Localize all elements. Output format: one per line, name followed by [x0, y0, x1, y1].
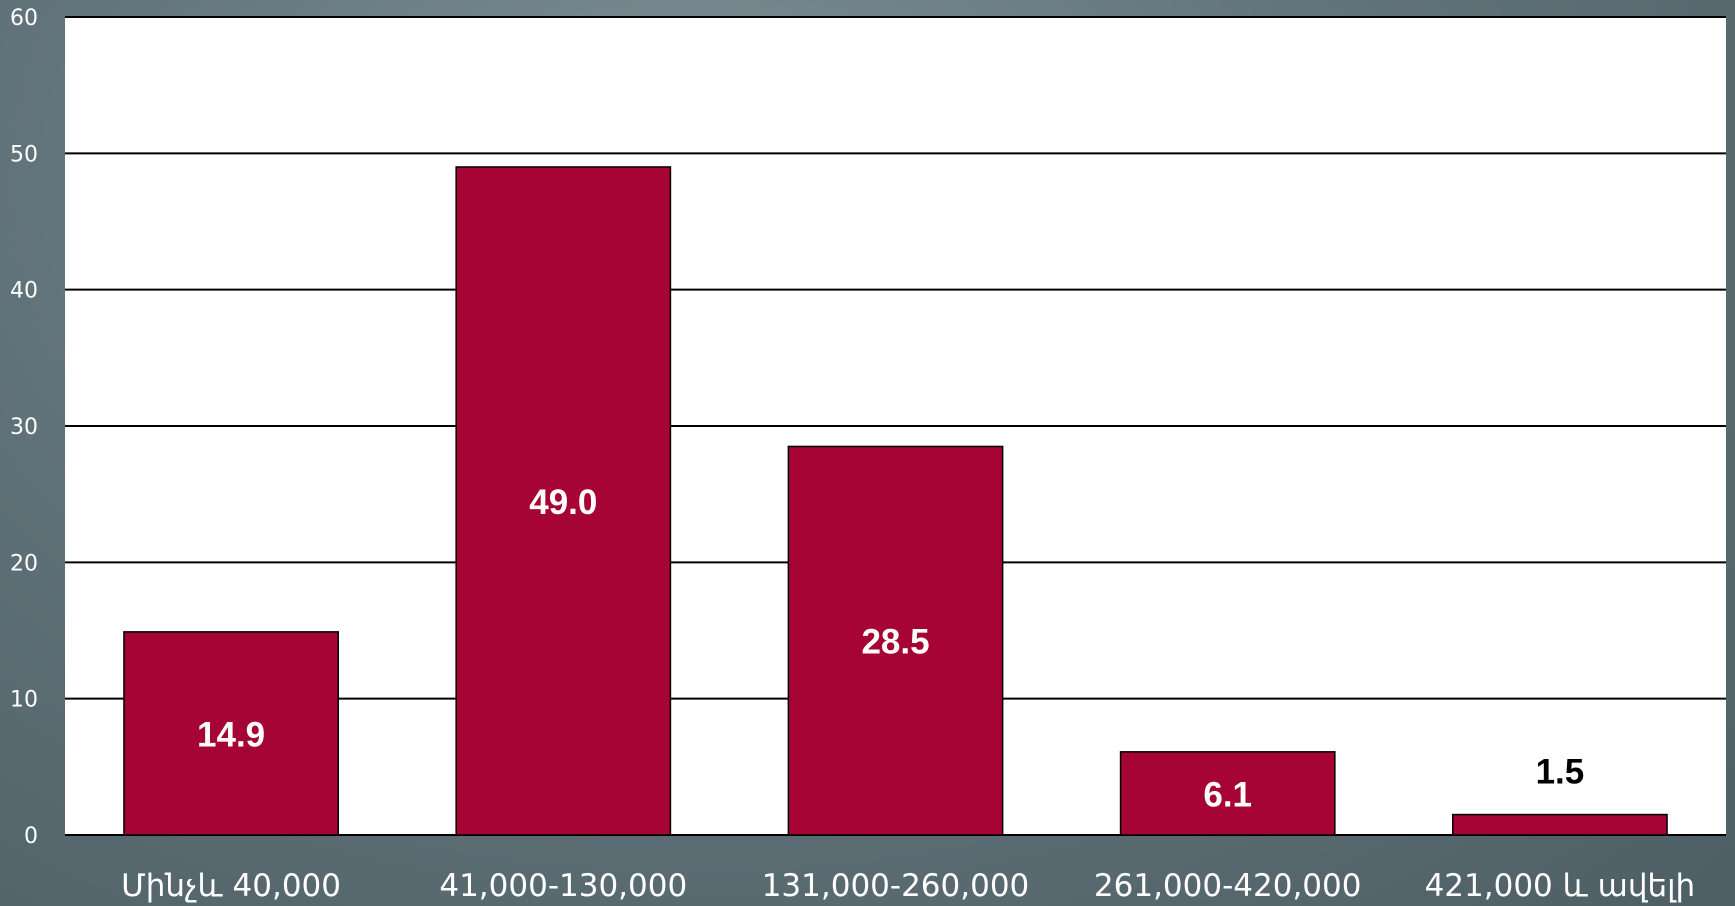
y-tick-label: 30 [10, 415, 38, 440]
y-tick-label: 0 [24, 824, 38, 849]
bar [123, 631, 339, 836]
data-label: 49.0 [529, 483, 597, 522]
bar [1452, 813, 1668, 836]
bar [1119, 751, 1336, 836]
y-tick-label: 10 [10, 688, 38, 713]
y-axis-ticks: 0 10 20 30 40 50 60 [10, 6, 38, 849]
data-label: 6.1 [1203, 775, 1252, 814]
x-tick-label: 131,000-260,000 [762, 868, 1030, 904]
y-tick-label: 50 [10, 142, 38, 167]
bar [455, 166, 672, 836]
x-tick-label: 261,000-420,000 [1094, 868, 1362, 904]
bar [787, 445, 1004, 836]
data-labels: 14.9 49.0 28.5 6.1 1.5 [197, 483, 1584, 814]
y-tick-label: 40 [10, 279, 38, 304]
data-label: 14.9 [197, 715, 265, 754]
data-label: 1.5 [1536, 753, 1585, 792]
x-tick-label: 41,000-130,000 [439, 868, 687, 904]
bar-series [123, 166, 1668, 836]
x-axis-ticks: Մինչև 40,000 41,000-130,000 131,000-260,00… [121, 868, 1695, 904]
x-tick-label: 421,000 և ավելի [1425, 868, 1696, 904]
y-tick-label: 60 [10, 6, 38, 31]
y-tick-label: 20 [10, 551, 38, 576]
data-label: 28.5 [861, 623, 929, 662]
x-tick-label: Մինչև 40,000 [121, 868, 341, 904]
